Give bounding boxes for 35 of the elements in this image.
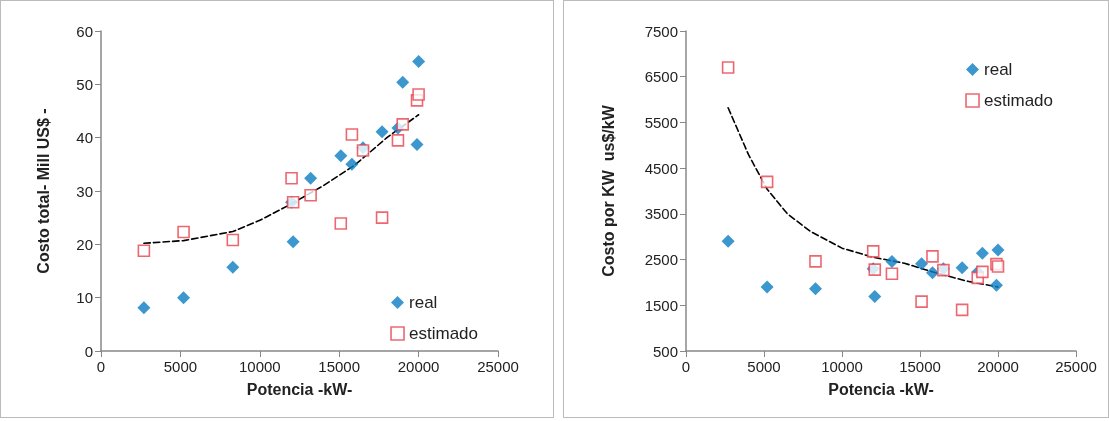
x-tick-label: 0 <box>681 358 691 375</box>
x-tick-label: 25000 <box>1055 358 1097 375</box>
x-tick-label: 10000 <box>821 358 863 375</box>
y-axis-title: Costo total- Mill US$ - <box>34 108 52 274</box>
y-tick-label: 3500 <box>644 205 678 223</box>
x-tick-label: 20000 <box>397 358 440 375</box>
x-tick-label: 10000 <box>238 358 281 375</box>
legend-label: real <box>409 293 438 312</box>
y-tick-label: 40 <box>76 129 93 147</box>
y-tick-label: 6500 <box>644 68 678 86</box>
legend-label: real <box>984 60 1013 79</box>
legend-label: estimado <box>409 324 478 343</box>
x-tick-label: 15000 <box>318 358 361 375</box>
legend-label: estimado <box>984 91 1053 110</box>
y-tick-label: 30 <box>76 182 93 200</box>
x-axis-title: Potencia -kW- <box>246 380 353 398</box>
x-tick-label: 5000 <box>163 358 198 375</box>
y-tick-label: 4500 <box>644 159 678 177</box>
y-tick-label: 1500 <box>644 296 678 314</box>
y-tick-label: 0 <box>84 342 93 360</box>
y-tick-label: 20 <box>76 235 93 253</box>
y-axis-title: Costo por KW us$/kW <box>599 104 617 277</box>
y-tick-label: 60 <box>76 22 93 40</box>
y-tick-label: 50 <box>76 75 93 93</box>
y-tick-label: 10 <box>76 289 93 307</box>
y-tick-label: 500 <box>652 342 678 360</box>
x-tick-label: 15000 <box>899 358 941 375</box>
y-tick-label: 5500 <box>644 113 678 131</box>
y-tick-label: 7500 <box>644 22 678 40</box>
x-tick-label: 25000 <box>477 358 519 375</box>
y-tick-label: 2500 <box>644 251 678 269</box>
x-tick-label: 5000 <box>747 358 781 375</box>
x-tick-label: 0 <box>96 358 106 375</box>
x-axis-title: Potencia -kW- <box>828 380 934 398</box>
x-tick-label: 20000 <box>977 358 1019 375</box>
